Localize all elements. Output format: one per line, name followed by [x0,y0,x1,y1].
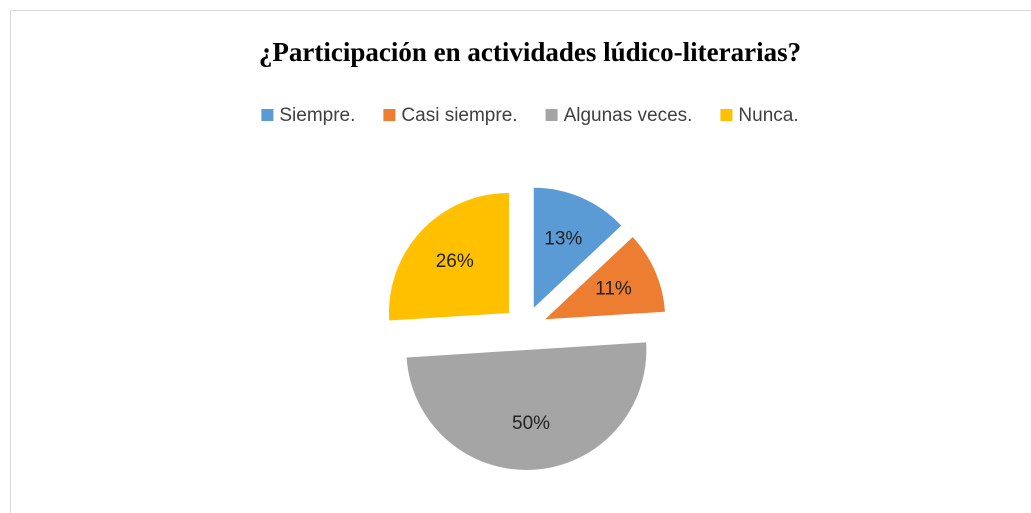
legend-label: Casi siempre. [401,105,517,126]
legend-label: Algunas veces. [564,105,693,126]
legend-marker [545,109,558,121]
pie-slice [388,192,509,321]
chart-title: ¿Participación en actividades lúdico-lit… [259,37,801,67]
data-label: 13% [544,229,582,250]
legend-marker [720,109,733,121]
data-label: 50% [512,413,550,434]
data-label: 11% [595,279,632,300]
pie-slice [406,342,647,470]
legend-label: Siempre. [279,105,355,126]
legend-marker [261,109,274,121]
legend-label: Nunca. [738,105,798,126]
legend-marker [383,109,396,121]
data-label: 26% [436,251,474,272]
pie-slice [545,237,665,320]
pie-slice [533,187,622,308]
